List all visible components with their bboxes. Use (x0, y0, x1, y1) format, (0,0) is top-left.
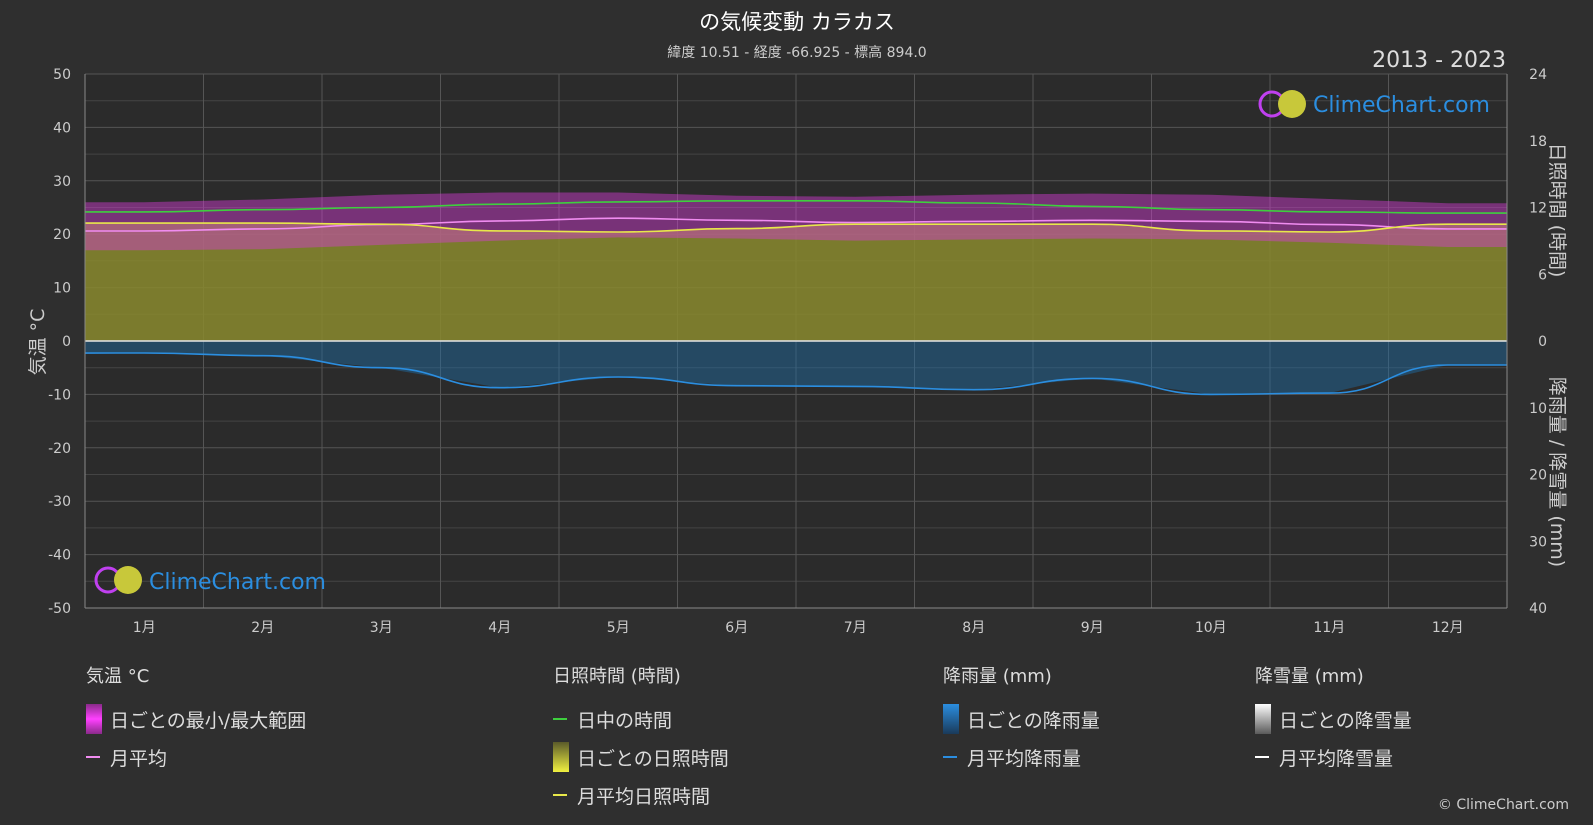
rain-mean-line (84, 352, 1507, 396)
copyright: © ClimeChart.com (1437, 797, 1569, 813)
right-sun-tick-label: 6 (1538, 267, 1547, 283)
right-sun-tick-label: 24 (1529, 67, 1547, 83)
right-rain-tick-label: 10 (1529, 401, 1547, 417)
left-tick-label: -40 (48, 548, 71, 564)
left-tick-label: 20 (53, 227, 71, 243)
legend-rain: 降雨量 (mm) 日ごとの降雨量 月平均降雨量 (943, 662, 1100, 776)
month-tick-label: 4月 (488, 620, 511, 636)
legend-item: 月平均 (86, 738, 306, 776)
rain-band (85, 341, 1507, 395)
legend-item: 月平均降雨量 (943, 738, 1100, 776)
month-tick-label: 5月 (607, 620, 630, 636)
sunshine-band (85, 223, 1507, 341)
month-tick-label: 10月 (1195, 620, 1227, 636)
swatch-line (943, 756, 957, 758)
left-tick-label: 40 (53, 120, 71, 136)
daylight-line (84, 199, 1507, 214)
legend-title: 日照時間 (時間) (553, 666, 681, 687)
legend-label: 日ごとの降雨量 (967, 709, 1100, 732)
month-tick-label: 1月 (133, 620, 156, 636)
legend-sunshine: 日照時間 (時間) 日中の時間 日ごとの日照時間 月平均日照時間 (553, 662, 729, 814)
legend-item: 月平均降雪量 (1255, 738, 1412, 776)
left-tick-label: 0 (62, 334, 71, 350)
legend-item: 日中の時間 (553, 700, 729, 738)
swatch-sunshine (553, 742, 569, 772)
swatch-line (1255, 756, 1269, 758)
swatch-line (86, 756, 100, 758)
legend-label: 日ごとの降雪量 (1279, 709, 1412, 732)
month-tick-label: 11月 (1313, 620, 1345, 636)
brand-label-top: ClimeChart.com (1313, 93, 1490, 118)
chart-title: の気候変動 カラカス (699, 10, 895, 34)
right-sun-tick-label: 12 (1529, 201, 1547, 217)
legend-label: 日ごとの最小/最大範囲 (110, 709, 307, 732)
left-axis-label: 気温 °C (27, 309, 49, 376)
month-tick-label: 7月 (844, 620, 867, 636)
legend-label: 月平均降雨量 (967, 747, 1082, 770)
chart-subtitle: 緯度 10.51 - 経度 -66.925 - 標高 894.0 (667, 44, 926, 61)
legend-snow: 降雪量 (mm) 日ごとの降雪量 月平均降雪量 (1255, 662, 1412, 776)
logo-sun-icon (114, 566, 142, 594)
legend-title: 降雪量 (mm) (1255, 666, 1364, 687)
swatch-snow (1255, 704, 1271, 734)
legend-item: 日ごとの最小/最大範囲 (86, 700, 306, 738)
legend-item: 日ごとの降雨量 (943, 700, 1100, 738)
right-rain-tick-label: 30 (1529, 534, 1547, 550)
temp-mean-line (84, 217, 1507, 232)
month-tick-label: 8月 (962, 620, 985, 636)
legend-item: 日ごとの日照時間 (553, 738, 729, 776)
legend-label: 日中の時間 (577, 709, 673, 732)
month-tick-label: 12月 (1432, 620, 1464, 636)
month-tick-label: 3月 (370, 620, 393, 636)
legend-label: 日ごとの日照時間 (577, 747, 729, 770)
left-tick-label: -20 (48, 441, 71, 457)
legend-item: 月平均日照時間 (553, 776, 729, 814)
left-tick-label: -30 (48, 494, 71, 510)
swatch-rain (943, 704, 959, 734)
right-rain-tick-label: 40 (1529, 601, 1547, 617)
brand-label-bottom: ClimeChart.com (149, 570, 326, 595)
month-tick-label: 6月 (725, 620, 748, 636)
swatch-line (553, 794, 567, 796)
right-axis-label-rain: 降雨量 / 降雪量 (mm) (1546, 377, 1568, 567)
year-range: 2013 - 2023 (1372, 48, 1506, 73)
axes (84, 74, 1508, 609)
tick-labels: 50 40 30 20 10 0 -10 -20 -30 -40 -50 24 18 12 6 0 10 20 30… (48, 67, 1547, 636)
swatch-line (553, 718, 567, 720)
legend-title: 気温 °C (86, 666, 150, 687)
left-tick-label: 30 (53, 174, 71, 190)
legend-title: 降雨量 (mm) (943, 666, 1052, 687)
left-tick-label: -10 (48, 387, 71, 403)
legend-label: 月平均降雪量 (1279, 747, 1394, 770)
month-tick-label: 2月 (251, 620, 274, 636)
legend-label: 月平均 (110, 747, 168, 770)
swatch-range (86, 704, 102, 734)
legend-label: 月平均日照時間 (577, 785, 711, 808)
left-tick-label: 10 (53, 281, 71, 297)
brand-logo-bottom[interactable]: ClimeChart.com (94, 566, 326, 595)
left-tick-label: 50 (53, 67, 71, 83)
logo-sun-icon (1278, 90, 1306, 118)
legend-item: 日ごとの降雪量 (1255, 700, 1412, 738)
right-rain-tick-label: 20 (1529, 468, 1547, 484)
sunshine-mean-line (84, 222, 1507, 233)
month-tick-label: 9月 (1081, 620, 1104, 636)
brand-logo-top[interactable]: ClimeChart.com (1258, 90, 1490, 118)
left-tick-label: -50 (48, 601, 71, 617)
right-sun-tick-label: 0 (1538, 334, 1547, 350)
right-sun-tick-label: 18 (1529, 134, 1547, 150)
legend-temperature: 気温 °C 日ごとの最小/最大範囲 月平均 (86, 662, 306, 776)
right-axis-label-sun: 日照時間 (時間) (1546, 143, 1568, 278)
